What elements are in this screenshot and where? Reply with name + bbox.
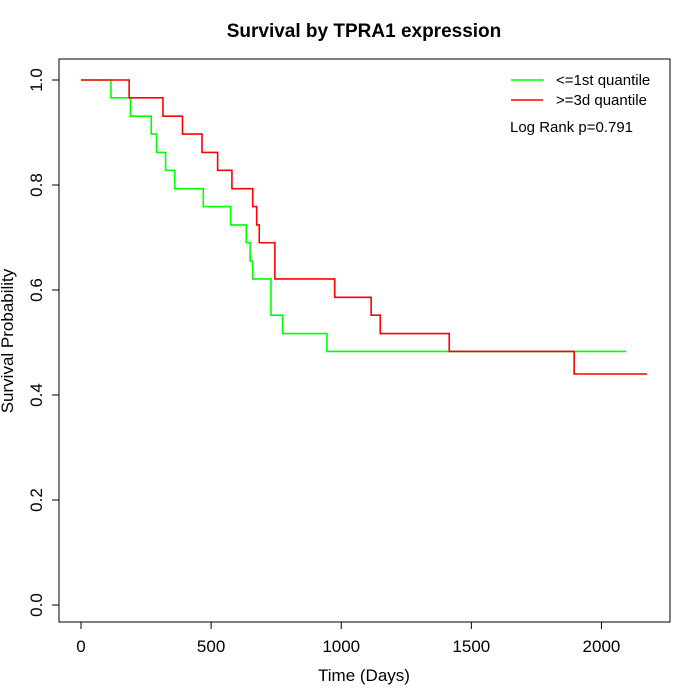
- chart-title: Survival by TPRA1 expression: [227, 21, 502, 42]
- legend-label-2: >=3d quantile: [556, 92, 647, 109]
- x-tick-label: 1000: [322, 637, 360, 656]
- legend-label-1: <=1st quantile: [556, 72, 650, 89]
- x-axis: 0 500 1000 1500 2000: [76, 621, 621, 656]
- y-axis: 0.0 0.2 0.4 0.6 0.8 1.0: [27, 68, 60, 617]
- plot-frame: [58, 58, 671, 623]
- x-tick-label: 500: [197, 637, 225, 656]
- y-tick-label: 0.0: [27, 593, 46, 617]
- y-tick-label: 0.2: [27, 488, 46, 512]
- legend: <=1st quantile >=3d quantile: [511, 72, 650, 109]
- series-line-2: [81, 79, 647, 375]
- y-axis-label: Survival Probability: [0, 268, 17, 413]
- x-tick-label: 2000: [583, 637, 621, 656]
- y-tick-label: 0.6: [27, 278, 46, 302]
- series-group: [81, 79, 647, 375]
- x-tick-label: 0: [76, 637, 85, 656]
- x-tick-label: 1500: [452, 637, 490, 656]
- y-tick-label: 0.4: [27, 383, 46, 407]
- series-line-1: [81, 79, 627, 353]
- x-axis-label: Time (Days): [318, 666, 410, 685]
- y-tick-label: 0.8: [27, 173, 46, 197]
- log-rank-annotation: Log Rank p=0.791: [510, 119, 633, 136]
- y-tick-label: 1.0: [27, 68, 46, 92]
